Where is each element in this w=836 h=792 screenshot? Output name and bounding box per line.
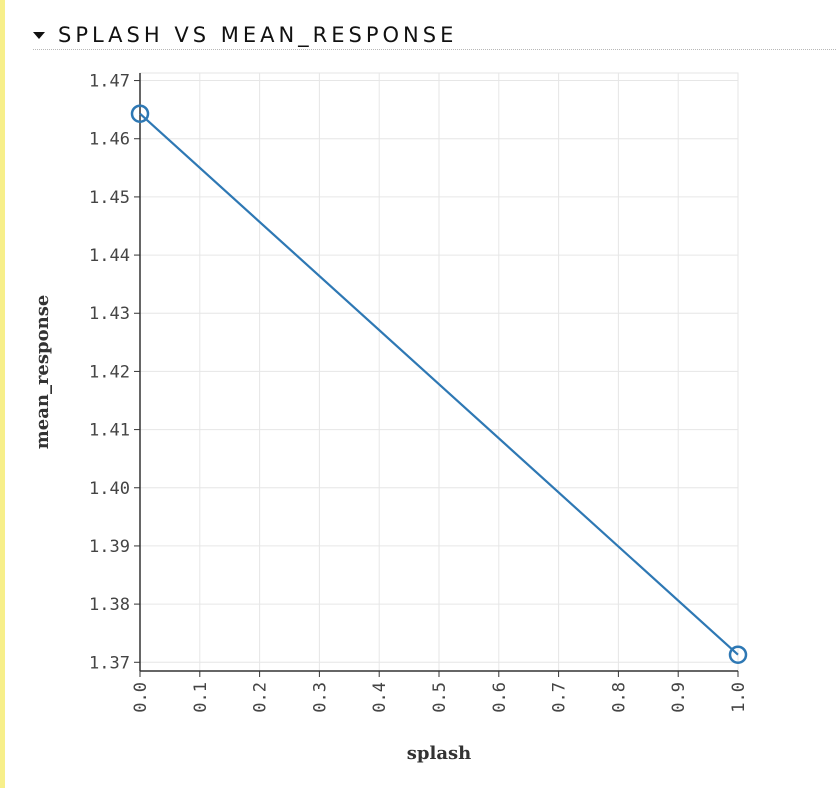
x-tick-label: 0.1 — [191, 682, 211, 713]
x-tick-label: 0.9 — [669, 682, 689, 713]
x-tick-label: 0.8 — [609, 682, 629, 713]
data-point — [130, 104, 150, 123]
series — [130, 104, 748, 664]
section-header[interactable]: SPLASH VS MEAN_RESPONSE — [33, 22, 836, 50]
y-tick-label: 1.46 — [89, 130, 130, 150]
y-tick-label: 1.38 — [89, 595, 130, 615]
x-tick-label: 0.2 — [251, 682, 271, 713]
x-tick-label: 0.0 — [131, 682, 151, 713]
section-title: SPLASH VS MEAN_RESPONSE — [58, 23, 458, 47]
y-tick-label: 1.41 — [89, 421, 130, 441]
x-tick-label: 0.4 — [370, 682, 390, 713]
y-tick-label: 1.43 — [89, 304, 130, 324]
axes — [134, 73, 739, 677]
y-tick-label: 1.44 — [89, 246, 130, 266]
x-tick-label: 0.5 — [430, 682, 450, 713]
y-axis-label: mean_response — [32, 295, 53, 450]
x-axis-label: splash — [407, 743, 471, 764]
x-tick-label: 0.6 — [490, 682, 510, 713]
x-tick-label: 1.0 — [729, 682, 749, 713]
y-tick-label: 1.40 — [89, 479, 130, 499]
y-tick-label: 1.47 — [89, 72, 130, 92]
grid-lines — [139, 72, 739, 672]
y-tick-label: 1.39 — [89, 537, 130, 557]
left-accent-stripe — [0, 0, 5, 788]
chart-container: 0.0 0.1 0.2 0.3 0.4 0.5 0.6 0.7 0.8 0.9 1.0 1.37 1.3… — [0, 60, 836, 788]
y-tick-label: 1.42 — [89, 362, 130, 382]
y-tick-label: 1.37 — [89, 653, 130, 673]
line-chart: 0.0 0.1 0.2 0.3 0.4 0.5 0.6 0.7 0.8 0.9 1.0 1.37 1.3… — [32, 72, 749, 764]
x-tick-label: 0.7 — [550, 682, 570, 713]
x-tick-label: 0.3 — [310, 682, 330, 713]
data-point — [728, 645, 748, 664]
caret-down-icon[interactable] — [33, 32, 45, 39]
tick-labels: 0.0 0.1 0.2 0.3 0.4 0.5 0.6 0.7 0.8 0.9 1.0 1.37 1.3… — [89, 72, 749, 713]
series-line — [139, 112, 739, 656]
y-tick-label: 1.45 — [89, 188, 130, 208]
